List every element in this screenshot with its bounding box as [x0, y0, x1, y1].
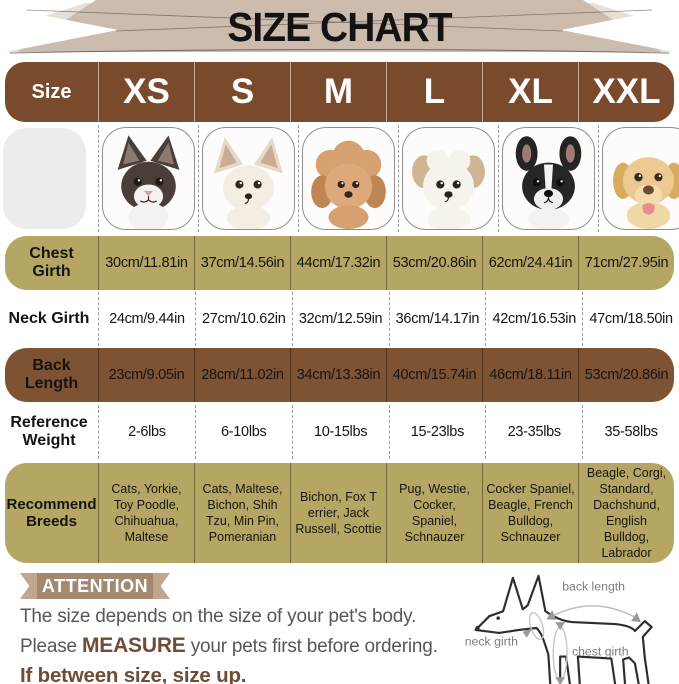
size-header-row: Size XS S M L XL XXL [5, 62, 674, 122]
breeds-m: Bichon, Fox T errier, Jack Russell, Scot… [290, 463, 386, 563]
neck-girth-xxl: 47cm/18.50in [582, 292, 679, 346]
back-length-l: 40cm/15.74in [386, 348, 482, 402]
attention-badge-label: ATTENTION [37, 573, 153, 599]
measurement-diagram: back length neck girth chest girth [461, 567, 679, 684]
neck-girth-label: neck girth [465, 635, 518, 649]
recommend-breeds-row: Recommend Breeds Cats, Yorkie, Toy Poodl… [5, 463, 674, 563]
size-header-s: S [194, 62, 290, 122]
chest-girth-xxl: 71cm/27.95in [578, 236, 674, 290]
chest-girth-label: chest girth [572, 645, 629, 659]
row-label-neck-girth: Neck Girth [8, 309, 90, 327]
reference-weight-m: 10-15lbs [291, 405, 389, 459]
back-length-s: 28cm/11.02in [194, 348, 290, 402]
pet-photo-row [0, 125, 679, 232]
back-length-xs: 23cm/9.05in [98, 348, 194, 402]
attention-measure-keyword: MEASURE [81, 633, 186, 657]
neck-girth-xl: 42cm/16.53in [485, 292, 582, 346]
pet-photo-labrador [602, 127, 679, 230]
row-label-recommend-breeds: Recommend Breeds [6, 495, 97, 530]
row-label-chest-girth: Chest Girth [29, 244, 74, 280]
back-length-label: back length [562, 580, 625, 594]
back-length-xl: 46cm/18.11in [482, 348, 578, 402]
back-length-row: Back Length 23cm/9.05in 28cm/11.02in 34c… [5, 348, 674, 402]
neck-girth-xs: 24cm/9.44in [98, 292, 195, 346]
reference-weight-s: 6-10lbs [194, 405, 292, 459]
chest-girth-row: Chest Girth 30cm/11.81in 37cm/14.56in 44… [5, 236, 674, 290]
chest-girth-xl: 62cm/24.41in [482, 236, 578, 290]
attention-line-3: If between size, size up. [20, 663, 247, 684]
pet-photo-french-bulldog [502, 127, 595, 230]
pet-photo-toy-poodle [302, 127, 395, 230]
ribbon-fork-left [20, 573, 37, 599]
attention-badge: ATTENTION [20, 573, 170, 599]
size-header-m: M [290, 62, 386, 122]
pet-photo-maltese-mix-dog [402, 127, 495, 230]
back-length-xxl: 53cm/20.86in [578, 348, 674, 402]
breeds-xxl: Beagle, Corgi, Standard, Dachshund, Engl… [578, 463, 674, 563]
size-header-xxl: XXL [578, 62, 674, 122]
back-length-m: 34cm/13.38in [290, 348, 386, 402]
page-title: SIZE CHART [227, 4, 452, 50]
reference-weight-xs: 2-6lbs [98, 405, 195, 459]
breeds-l: Pug, Westie, Cocker, Spaniel, Schnauzer [386, 463, 482, 563]
reference-weight-l: 15-23lbs [388, 405, 486, 459]
neck-girth-s: 27cm/10.62in [194, 292, 292, 346]
attention-line-2-prefix: Please [20, 635, 82, 657]
size-header-xs: XS [98, 62, 194, 122]
chest-girth-m: 44cm/17.32in [290, 236, 386, 290]
attention-section: ATTENTION The size depends on the size o… [0, 563, 679, 684]
pet-photo-chihuahua [202, 127, 295, 230]
neck-girth-row: Neck Girth 24cm/9.44in 27cm/10.62in 32cm… [0, 292, 679, 346]
row-label-back-length: Back Length [24, 356, 79, 392]
attention-line-2-suffix: your pets first before ordering. [185, 635, 438, 657]
attention-line-1: The size depends on the size of your pet… [20, 606, 417, 627]
reference-weight-xl: 23-35lbs [485, 405, 582, 459]
attention-line-2: Please MEASURE your pets first before or… [20, 631, 461, 661]
size-header-l: L [386, 62, 482, 122]
pet-photo-devon-rex-cat [102, 127, 195, 230]
chest-girth-l: 53cm/20.86in [386, 236, 482, 290]
neck-girth-m: 32cm/12.59in [291, 292, 389, 346]
empty-photo-placeholder [3, 128, 86, 229]
chest-girth-s: 37cm/14.56in [194, 236, 290, 290]
neck-girth-l: 36cm/14.17in [388, 292, 486, 346]
ribbon-banner-graphic [0, 0, 679, 54]
breeds-s: Cats, Maltese, Bichon, Shih Tzu, Min Pin… [194, 463, 290, 563]
breeds-xs: Cats, Yorkie, Toy Poodle, Chihuahua, Mal… [98, 463, 194, 563]
dog-measurement-illustration: back length neck girth chest girth [465, 574, 653, 684]
size-column-header: Size [31, 80, 72, 103]
reference-weight-xxl: 35-58lbs [582, 405, 679, 459]
row-label-reference-weight: Reference Weight [10, 413, 88, 449]
size-header-xl: XL [482, 62, 578, 122]
ribbon-fork-right [153, 573, 170, 599]
chest-girth-xs: 30cm/11.81in [98, 236, 194, 290]
breeds-xl: Cocker Spaniel, Beagle, French Bulldog, … [482, 463, 578, 563]
title-banner: SIZE CHART [0, 0, 679, 58]
reference-weight-row: Reference Weight 2-6lbs 6-10lbs 10-15lbs… [0, 405, 679, 459]
